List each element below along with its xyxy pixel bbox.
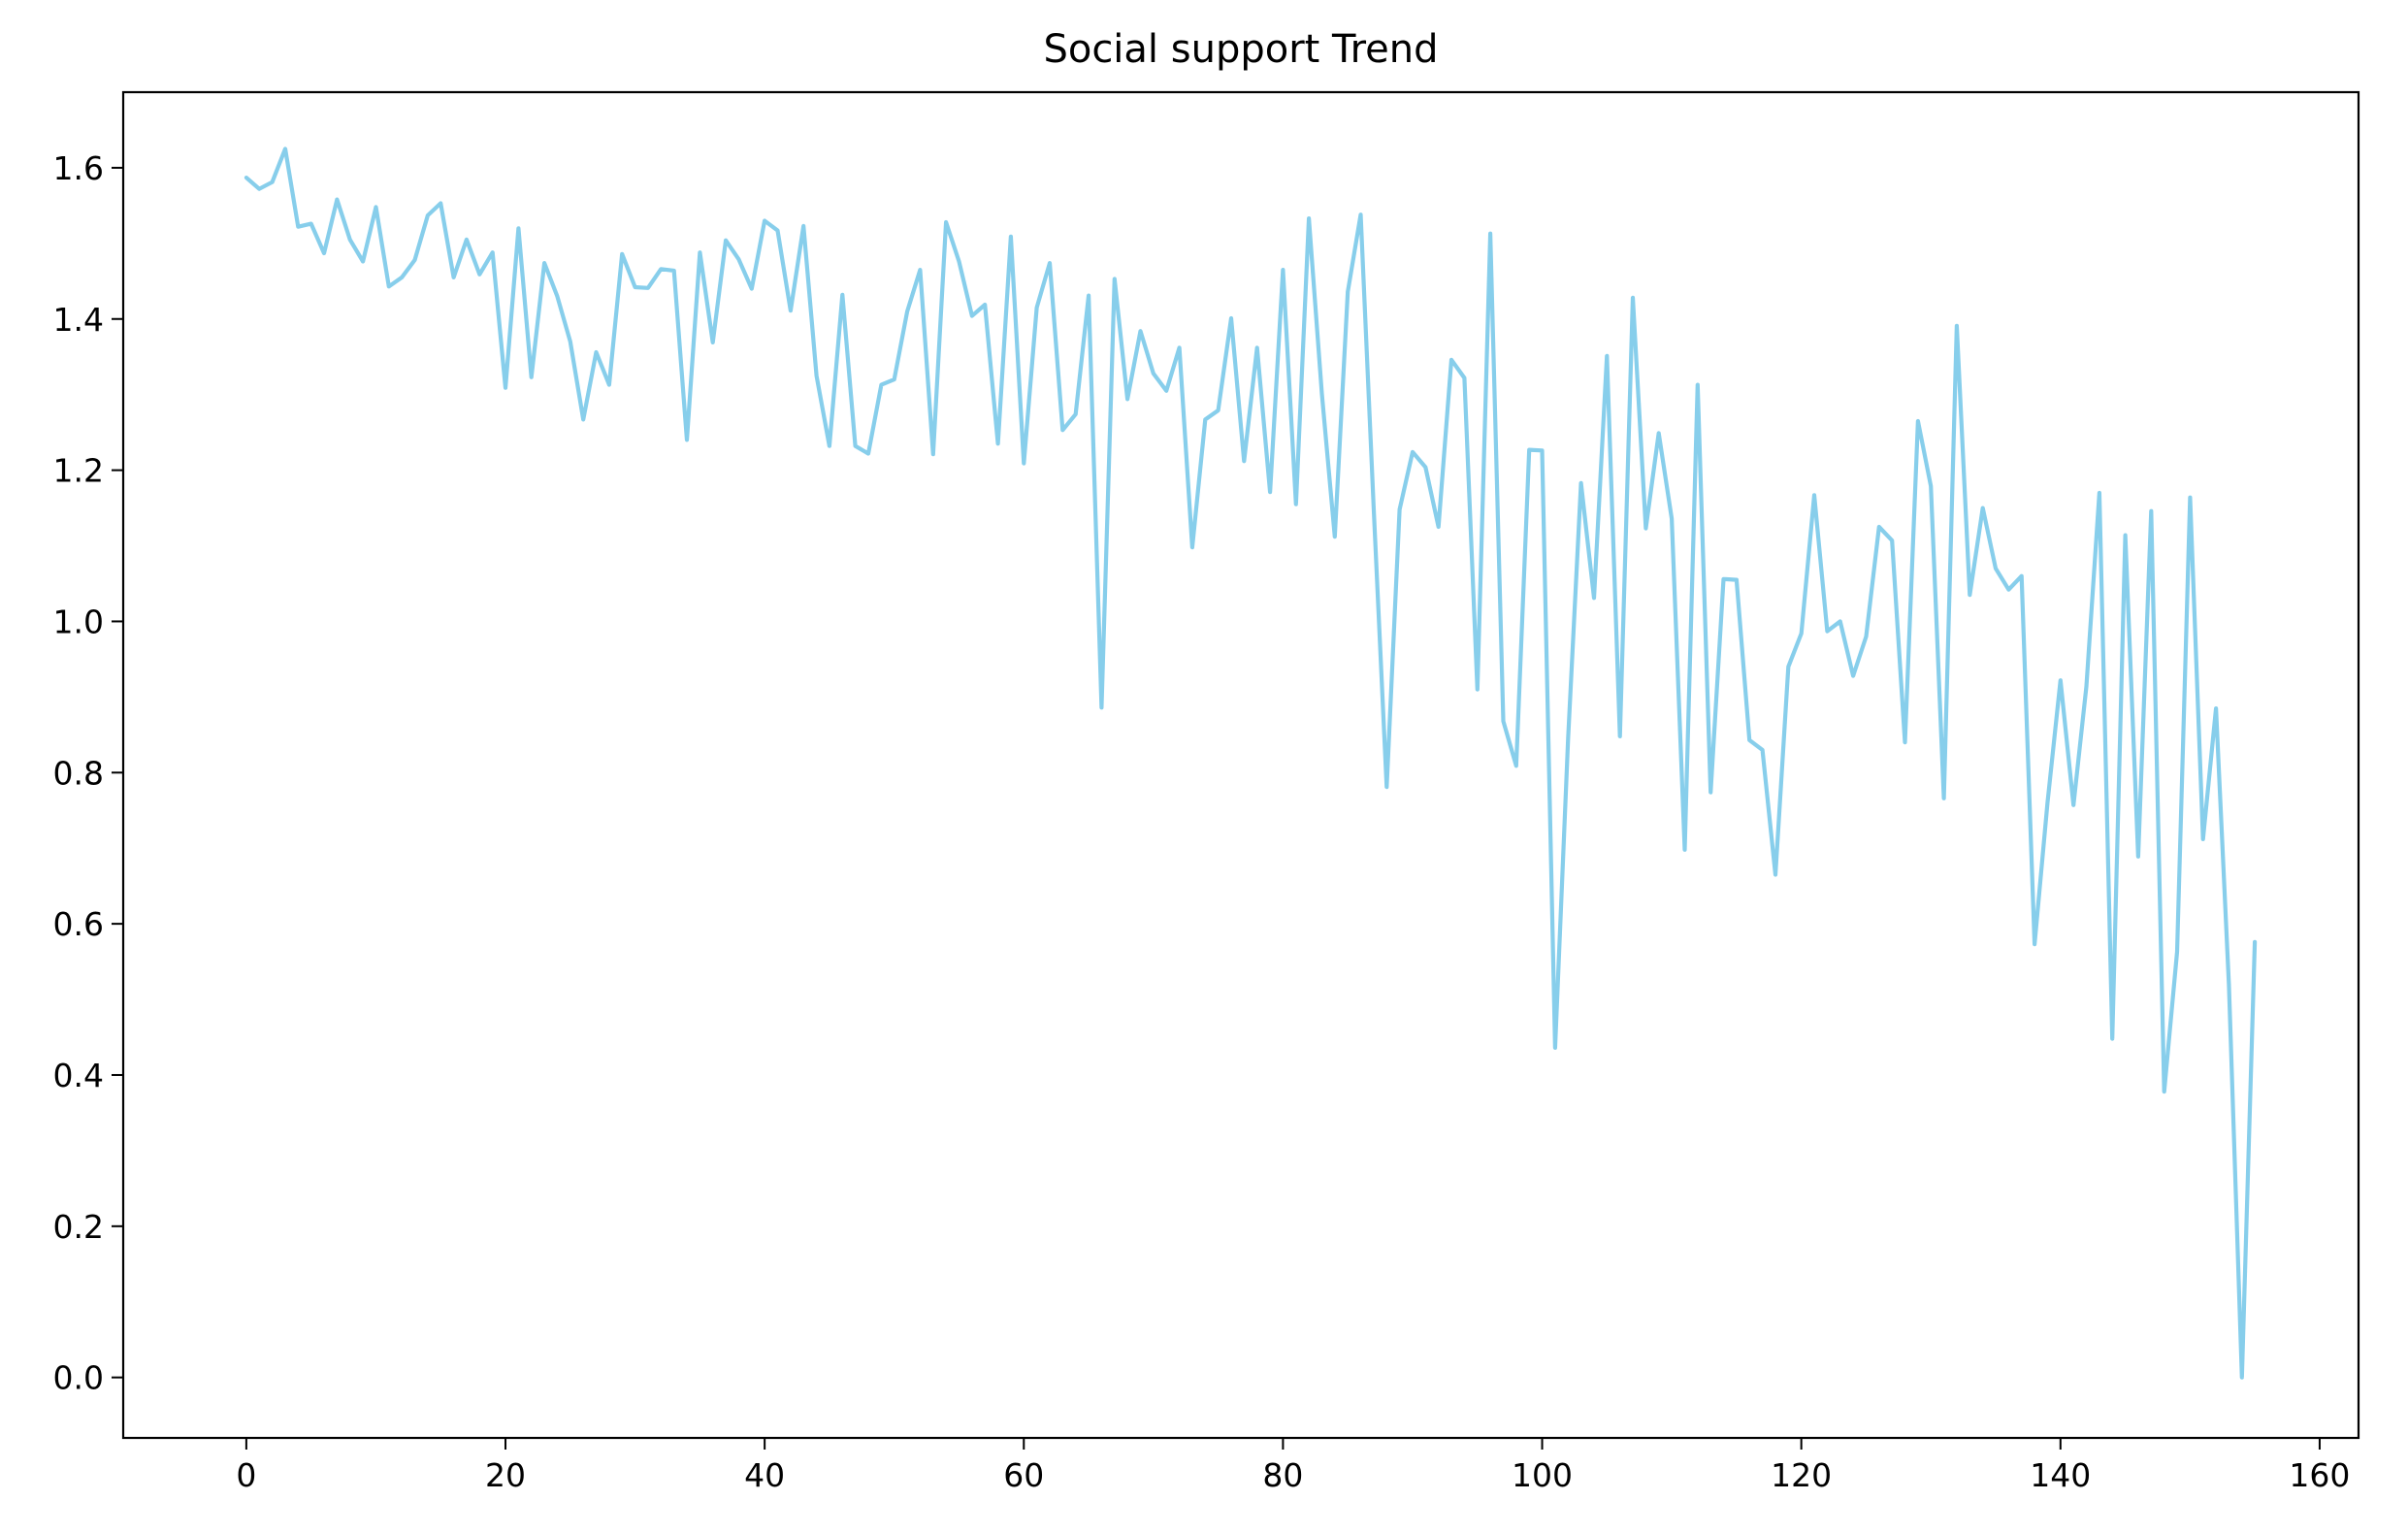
y-tick-label: 0.0 — [53, 1359, 104, 1397]
x-tick-label: 120 — [1771, 1456, 1832, 1494]
x-tick-label: 60 — [1003, 1456, 1044, 1494]
chart-title: Social support Trend — [1043, 27, 1438, 72]
y-tick-label: 0.2 — [53, 1208, 104, 1246]
x-axis: 0 20 40 60 80 100 120 140 160 — [236, 1438, 2350, 1494]
y-tick-label: 1.0 — [53, 603, 104, 640]
x-tick-label: 140 — [2030, 1456, 2091, 1494]
y-tick-label: 0.4 — [53, 1057, 104, 1094]
y-tick-label: 1.6 — [53, 149, 104, 187]
x-tick-label: 40 — [744, 1456, 785, 1494]
y-tick-label: 1.4 — [53, 301, 104, 339]
y-axis: 0.0 0.2 0.4 0.6 0.8 1.0 1.2 1.4 1.6 — [53, 149, 123, 1397]
x-tick-label: 20 — [485, 1456, 526, 1494]
y-tick-label: 1.2 — [53, 452, 104, 490]
y-tick-label: 0.8 — [53, 754, 104, 792]
series-line — [244, 147, 2258, 1380]
x-tick-label: 80 — [1262, 1456, 1303, 1494]
x-tick-label: 0 — [236, 1456, 256, 1494]
y-tick-label: 0.6 — [53, 905, 104, 943]
x-tick-label: 160 — [2289, 1456, 2350, 1494]
plot-area — [123, 92, 2359, 1438]
plot-frame — [121, 90, 2360, 1440]
x-tick-label: 100 — [1512, 1456, 1573, 1494]
